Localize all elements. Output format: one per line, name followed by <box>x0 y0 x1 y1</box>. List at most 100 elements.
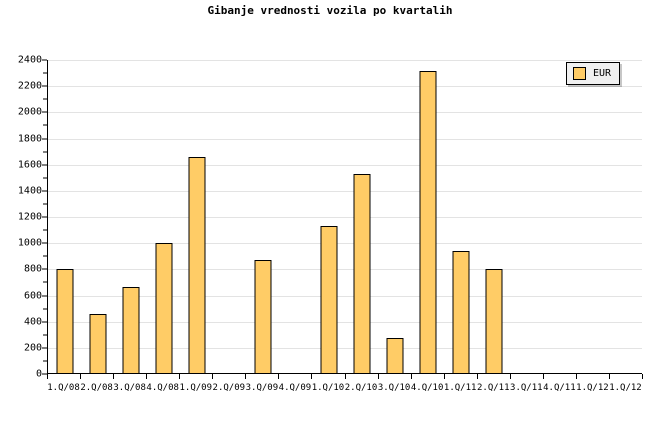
bar[interactable] <box>254 260 272 373</box>
x-axis-tick <box>609 374 610 379</box>
y-axis-minor-tick <box>43 203 47 205</box>
y-axis-tick-label: 400 <box>23 316 42 328</box>
bar[interactable] <box>386 338 404 373</box>
gridline <box>48 347 642 349</box>
y-axis: 0 200 400 600 800 1000 1200 1400 1600 1800 2000 220… <box>0 55 47 380</box>
x-axis: 1.Q/08 2.Q/08 3.Q/08 4.Q/08 1.Q/09 2.Q/09 3.Q/… <box>47 383 642 399</box>
gridline <box>48 164 642 166</box>
y-axis-tick-label: 1400 <box>17 185 42 197</box>
y-axis-tick-label: 2400 <box>17 54 42 66</box>
y-axis-tick-label: 2200 <box>17 80 42 92</box>
gridline <box>48 321 642 323</box>
x-axis-tick-label: 3.Q/08 <box>113 383 146 393</box>
bar[interactable] <box>188 157 206 373</box>
gridline <box>48 86 642 88</box>
bar-slot <box>81 60 114 373</box>
y-axis-tick <box>42 347 47 349</box>
x-axis-tick-label: 3.Q/09 <box>245 383 279 393</box>
x-axis-tick-label: 2.Q/10 <box>344 383 378 393</box>
bar-slot <box>478 60 511 373</box>
x-axis-tick-label: 2.Q/08 <box>80 383 113 393</box>
y-axis-minor-tick <box>43 334 47 336</box>
bar-slot <box>346 60 379 373</box>
bar[interactable] <box>353 174 371 373</box>
bar[interactable] <box>485 269 503 373</box>
y-axis-tick-label: 1800 <box>17 133 42 144</box>
bar-slot <box>48 60 81 373</box>
bar-slot <box>379 60 412 373</box>
x-axis-tick-label: 4.Q/08 <box>146 383 179 393</box>
y-axis-tick <box>42 216 47 218</box>
y-axis-tick <box>42 138 47 139</box>
bar[interactable] <box>155 243 173 373</box>
y-axis-tick-label: 1000 <box>17 237 42 249</box>
x-axis-tick-label: 3.Q/10 <box>377 383 411 393</box>
x-axis-tick <box>245 374 246 379</box>
y-axis-tick-label: 0 <box>35 368 42 380</box>
x-axis-tick-label: 1.Q/10 <box>311 383 345 393</box>
y-axis-tick <box>42 85 47 87</box>
x-axis-tick-label: 2.Q/11 <box>476 383 510 393</box>
bar-slot <box>147 60 180 373</box>
bar[interactable] <box>452 251 470 373</box>
gridline <box>48 112 642 114</box>
x-axis-tick <box>444 374 445 379</box>
bar-slot <box>412 60 445 373</box>
y-axis-minor-tick <box>43 177 47 179</box>
legend-swatch-eur <box>573 67 586 80</box>
x-axis-tick-label: 3.Q/11 <box>510 383 543 393</box>
y-axis-minor-tick <box>43 360 47 362</box>
y-axis-minor-tick <box>43 124 47 126</box>
x-axis-tick <box>47 374 48 379</box>
x-axis-tick-label: 1.Q/12 <box>576 383 609 393</box>
y-axis-tick <box>42 321 47 323</box>
x-axis-tick <box>278 374 279 379</box>
y-axis-tick <box>42 59 47 61</box>
x-axis-tick <box>411 374 412 379</box>
y-axis-minor-tick <box>43 281 47 283</box>
chart-title: Gibanje vrednosti vozila po kvartalih <box>207 4 453 17</box>
bar[interactable] <box>320 226 338 373</box>
bar[interactable] <box>56 269 74 373</box>
x-axis-tick <box>212 374 213 379</box>
y-axis-tick-label: 600 <box>23 290 42 301</box>
y-axis-tick <box>42 111 47 113</box>
x-axis-tick <box>576 374 577 379</box>
x-axis-tick-label: 1.Q/09 <box>179 383 213 393</box>
x-axis-tick-label: 1.Q/08 <box>47 383 80 393</box>
gridline <box>48 295 642 297</box>
y-axis-tick <box>42 164 47 166</box>
x-axis-tick <box>80 374 81 379</box>
plot-area <box>47 60 642 374</box>
x-axis-tick <box>378 374 379 379</box>
gridline <box>48 60 642 61</box>
x-axis-tick-label: 1.Q/11 <box>443 383 477 393</box>
x-axis-tick <box>146 374 147 379</box>
y-axis-tick-label: 800 <box>23 263 42 275</box>
y-axis-minor-tick <box>43 98 47 100</box>
legend[interactable]: EUR <box>566 62 621 85</box>
y-axis-minor-tick <box>43 308 47 310</box>
x-axis-tick <box>510 374 511 379</box>
y-axis-tick-label: 2000 <box>17 106 42 118</box>
bar-slot <box>114 60 147 373</box>
x-axis-ticks <box>47 374 643 380</box>
gridline <box>48 243 642 245</box>
bar-slot <box>312 60 345 373</box>
bar[interactable] <box>89 314 107 373</box>
x-axis-tick <box>543 374 544 379</box>
x-axis-tick <box>179 374 180 379</box>
x-axis-tick <box>311 374 312 379</box>
bar-slot <box>246 60 279 373</box>
y-axis-tick-label: 1200 <box>17 211 42 223</box>
y-axis-tick <box>42 190 47 192</box>
bar[interactable] <box>419 71 437 373</box>
x-axis-tick-label: 4.Q/11 <box>543 383 576 393</box>
y-axis-tick-label: 200 <box>23 342 42 354</box>
gridline <box>48 138 642 140</box>
y-axis-minor-tick <box>43 229 47 231</box>
x-axis-tick <box>113 374 114 379</box>
bar[interactable] <box>122 286 140 373</box>
x-axis-tick <box>477 374 478 379</box>
